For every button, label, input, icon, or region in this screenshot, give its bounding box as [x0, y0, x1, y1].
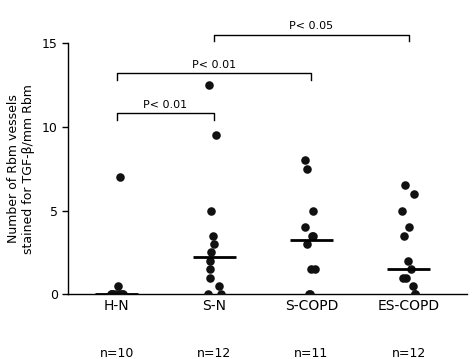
Point — [402, 275, 410, 280]
Point — [116, 174, 123, 180]
Point — [210, 233, 217, 239]
Point — [400, 275, 407, 280]
Text: P< 0.01: P< 0.01 — [144, 100, 188, 110]
Point — [405, 224, 412, 230]
Text: n=11: n=11 — [294, 347, 328, 359]
Text: P< 0.05: P< 0.05 — [289, 21, 334, 31]
Point — [309, 208, 317, 214]
Point — [208, 250, 215, 255]
Point — [307, 266, 315, 272]
Point — [206, 275, 214, 280]
Point — [109, 292, 116, 297]
Point — [308, 233, 315, 239]
Text: P< 0.01: P< 0.01 — [192, 60, 236, 70]
Point — [208, 208, 215, 214]
Point — [118, 292, 126, 297]
Point — [217, 292, 224, 297]
Point — [410, 191, 418, 197]
Point — [411, 292, 419, 297]
Y-axis label: Number of Rbm vessels
stained for TGF-β/mm Rbm: Number of Rbm vessels stained for TGF-β/… — [7, 84, 35, 254]
Point — [111, 292, 119, 297]
Point — [204, 292, 211, 297]
Point — [205, 82, 213, 88]
Point — [409, 283, 417, 289]
Point — [210, 241, 218, 247]
Point — [303, 241, 311, 247]
Point — [116, 292, 124, 297]
Point — [400, 233, 407, 239]
Point — [114, 292, 122, 297]
Point — [404, 258, 411, 264]
Point — [399, 208, 406, 214]
Point — [306, 292, 313, 297]
Point — [305, 292, 312, 297]
Point — [215, 283, 222, 289]
Point — [206, 258, 214, 264]
Point — [109, 292, 116, 297]
Point — [301, 224, 309, 230]
Point — [301, 158, 309, 163]
Point — [206, 266, 214, 272]
Point — [309, 233, 317, 239]
Point — [114, 283, 122, 289]
Point — [119, 292, 127, 297]
Point — [303, 166, 310, 172]
Point — [407, 266, 415, 272]
Point — [212, 132, 219, 138]
Text: n=12: n=12 — [392, 347, 426, 359]
Point — [411, 292, 419, 297]
Point — [401, 183, 409, 188]
Point — [107, 292, 115, 297]
Point — [311, 266, 319, 272]
Text: n=10: n=10 — [100, 347, 134, 359]
Text: n=12: n=12 — [197, 347, 231, 359]
